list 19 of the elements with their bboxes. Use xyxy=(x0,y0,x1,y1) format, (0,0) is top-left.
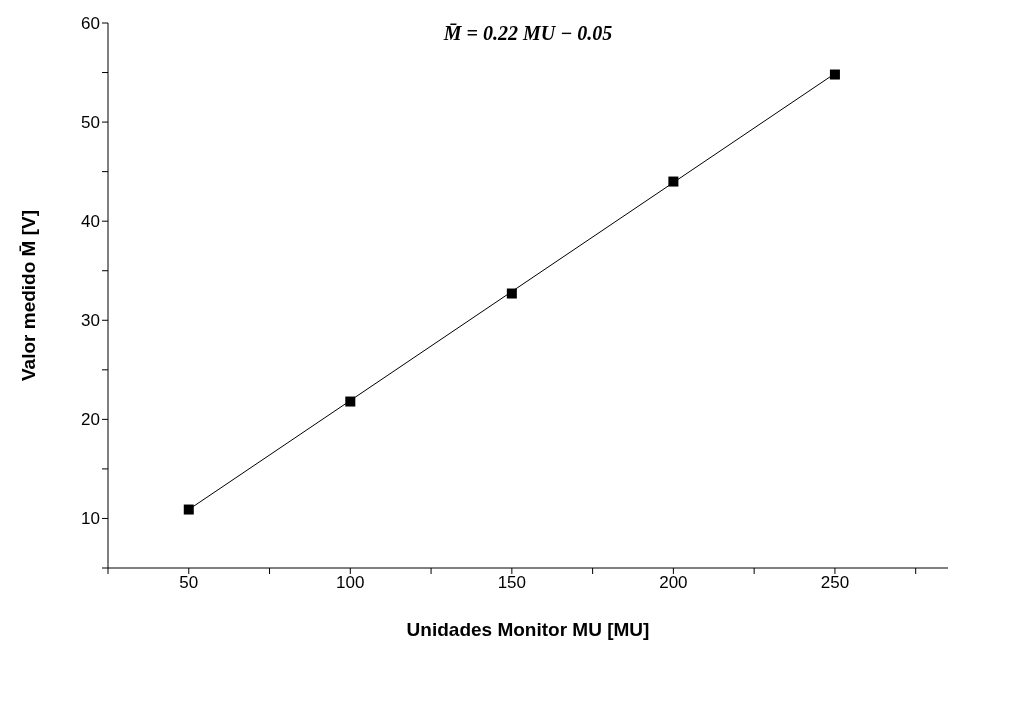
point xyxy=(668,176,679,187)
y-tick-label: 40 xyxy=(81,212,100,232)
x-tick-label: 50 xyxy=(179,573,199,593)
x-tick-label: 100 xyxy=(336,573,365,593)
y-tick-label: 50 xyxy=(81,113,100,133)
x-tick-label: 250 xyxy=(820,573,850,593)
point xyxy=(829,69,840,80)
point xyxy=(506,288,517,299)
point xyxy=(183,504,194,515)
chart-title: M̄ = 0.22 MU − 0.05 xyxy=(442,22,614,45)
y-tick-label: 10 xyxy=(81,509,100,529)
y-axis-title: Valor medido M̄ [V] xyxy=(17,209,39,382)
x-tick-label: 150 xyxy=(497,573,527,593)
y-tick-label: 60 xyxy=(81,14,100,34)
y-tick-label: 30 xyxy=(81,311,100,331)
point xyxy=(345,396,356,407)
x-axis-title: Unidades Monitor MU [MU] xyxy=(406,619,650,640)
x-tick-label: 200 xyxy=(659,573,688,593)
y-tick-label: 20 xyxy=(81,410,100,430)
